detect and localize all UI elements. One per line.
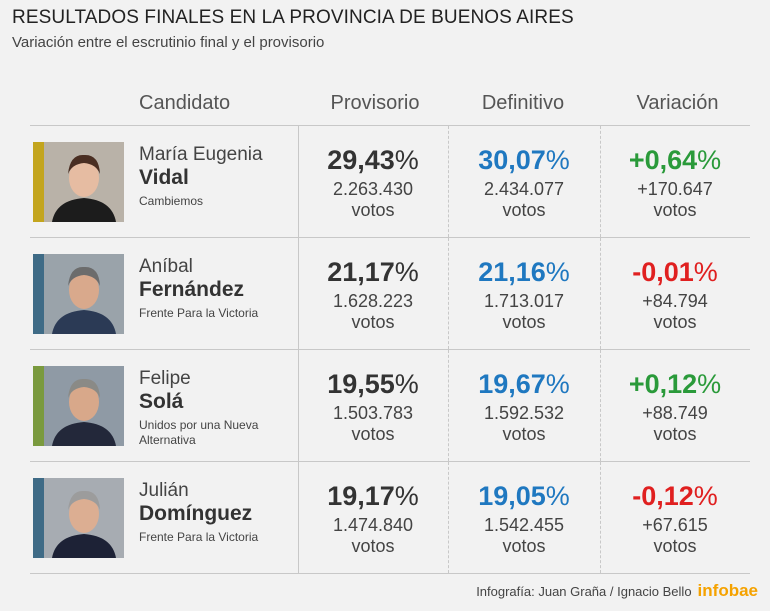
- candidate-first-name: María Eugenia: [139, 144, 263, 165]
- provisorio-cell-votes: 1.628.223: [332, 291, 414, 311]
- header-provisorio: Provisorio: [330, 92, 420, 114]
- candidate-photo: [44, 366, 124, 446]
- candidate-photo: [44, 142, 124, 222]
- definitivo-cell-votes: 1.542.455: [483, 515, 565, 535]
- provisorio-cell: 29,43% 2.263.430 votos: [298, 144, 448, 220]
- provisorio-cell: 19,17% 1.474.840 votos: [298, 480, 448, 556]
- votes-label: votos: [653, 312, 697, 332]
- table-row: Julián Domínguez Frente Para la Victoria 19…: [30, 461, 750, 574]
- party-color-bar: [33, 478, 44, 558]
- candidate-photo: [44, 254, 124, 334]
- candidate-photo: [44, 478, 124, 558]
- party-name: Cambiemos: [139, 194, 204, 208]
- column-divider: [448, 462, 449, 573]
- variacion-cell-pct: -0,01%: [632, 257, 718, 287]
- candidate-last-name: Domínguez: [139, 502, 253, 525]
- footer-credit: Infografía: Juan Graña / Ignacio Bello: [476, 584, 692, 599]
- party-color-bar: [33, 254, 44, 334]
- definitivo-cell-pct: 19,05%: [478, 481, 570, 511]
- provisorio-cell-pct: 19,55%: [327, 369, 419, 399]
- candidate-first-name: Aníbal: [139, 256, 193, 277]
- footer: Infografía: Juan Graña / Ignacio Bello in…: [476, 581, 758, 601]
- brand-logo: infobae: [697, 581, 758, 600]
- definitivo-cell-pct: 30,07%: [478, 145, 570, 175]
- provisorio-cell-votes: 2.263.430: [332, 179, 414, 199]
- results-table: María Eugenia Vidal Cambiemos 29,43% 2.263.4…: [30, 125, 750, 574]
- definitivo-cell: 30,07% 2.434.077 votos: [448, 144, 600, 220]
- variacion-cell-votes: +67.615: [642, 515, 708, 535]
- table-row: María Eugenia Vidal Cambiemos 29,43% 2.263.4…: [30, 125, 750, 237]
- column-divider: [298, 350, 299, 461]
- variacion-cell-pct: +0,12%: [628, 369, 722, 399]
- header-variacion: Variación: [636, 92, 719, 114]
- column-divider: [448, 126, 449, 237]
- candidate-first-name: Julián: [139, 480, 189, 501]
- definitivo-cell: 19,67% 1.592.532 votos: [448, 368, 600, 444]
- variacion-cell: +0,12% +88.749 votos: [600, 368, 750, 444]
- variacion-cell-pct: -0,12%: [632, 481, 718, 511]
- provisorio-cell-pct: 29,43%: [327, 145, 419, 175]
- definitivo-cell-pct: 19,67%: [478, 369, 570, 399]
- votes-label: votos: [351, 312, 395, 332]
- party-name: Frente Para la Victoria: [139, 530, 259, 544]
- definitivo-cell: 21,16% 1.713.017 votos: [448, 256, 600, 332]
- chart-subtitle: Variación entre el escrutinio final y el…: [12, 34, 325, 51]
- column-divider: [448, 238, 449, 349]
- votes-label: votos: [351, 536, 395, 556]
- provisorio-cell-pct: 21,17%: [327, 257, 419, 287]
- column-divider: [600, 350, 601, 461]
- candidate-last-name: Fernández: [139, 278, 245, 301]
- party-name: Unidos por una Nueva Alternativa: [139, 418, 259, 447]
- column-divider: [298, 462, 299, 573]
- party-color-bar: [33, 366, 44, 446]
- variacion-cell: -0,01% +84.794 votos: [600, 256, 750, 332]
- candidate-last-name: Solá: [139, 390, 184, 413]
- table-row: Felipe Solá Unidos por una Nueva Alternati…: [30, 349, 750, 461]
- column-divider: [600, 238, 601, 349]
- provisorio-cell: 19,55% 1.503.783 votos: [298, 368, 448, 444]
- column-divider: [600, 126, 601, 237]
- variacion-cell-votes: +170.647: [637, 179, 713, 199]
- column-divider: [448, 350, 449, 461]
- votes-label: votos: [502, 200, 546, 220]
- votes-label: votos: [653, 536, 697, 556]
- definitivo-cell-pct: 21,16%: [478, 257, 570, 287]
- definitivo-cell-votes: 1.713.017: [483, 291, 565, 311]
- votes-label: votos: [653, 200, 697, 220]
- votes-label: votos: [351, 200, 395, 220]
- chart-title: RESULTADOS FINALES EN LA PROVINCIA DE BU…: [12, 7, 574, 28]
- variacion-cell-pct: +0,64%: [628, 145, 722, 175]
- provisorio-cell-votes: 1.474.840: [332, 515, 414, 535]
- votes-label: votos: [502, 424, 546, 444]
- variacion-cell-votes: +84.794: [642, 291, 708, 311]
- party-color-bar: [33, 142, 44, 222]
- candidate-info: Julián Domínguez Frente Para la Victoria: [139, 480, 299, 545]
- definitivo-cell-votes: 2.434.077: [483, 179, 565, 199]
- table-row: Aníbal Fernández Frente Para la Victoria 21…: [30, 237, 750, 349]
- column-divider: [298, 126, 299, 237]
- votes-label: votos: [351, 424, 395, 444]
- party-name: Frente Para la Victoria: [139, 306, 259, 320]
- provisorio-cell-pct: 19,17%: [327, 481, 419, 511]
- candidate-info: María Eugenia Vidal Cambiemos: [139, 144, 299, 209]
- header-candidato: Candidato: [139, 92, 231, 114]
- definitivo-cell: 19,05% 1.542.455 votos: [448, 480, 600, 556]
- variacion-cell-votes: +88.749: [642, 403, 708, 423]
- provisorio-cell: 21,17% 1.628.223 votos: [298, 256, 448, 332]
- variacion-cell: +0,64% +170.647 votos: [600, 144, 750, 220]
- column-divider: [298, 238, 299, 349]
- votes-label: votos: [502, 312, 546, 332]
- candidate-info: Aníbal Fernández Frente Para la Victoria: [139, 256, 299, 321]
- header-definitivo: Definitivo: [481, 92, 565, 114]
- candidate-info: Felipe Solá Unidos por una Nueva Alternati…: [139, 368, 299, 448]
- votes-label: votos: [502, 536, 546, 556]
- candidate-last-name: Vidal: [139, 166, 189, 189]
- votes-label: votos: [653, 424, 697, 444]
- provisorio-cell-votes: 1.503.783: [332, 403, 414, 423]
- definitivo-cell-votes: 1.592.532: [483, 403, 565, 423]
- candidate-first-name: Felipe: [139, 368, 191, 389]
- column-divider: [600, 462, 601, 573]
- variacion-cell: -0,12% +67.615 votos: [600, 480, 750, 556]
